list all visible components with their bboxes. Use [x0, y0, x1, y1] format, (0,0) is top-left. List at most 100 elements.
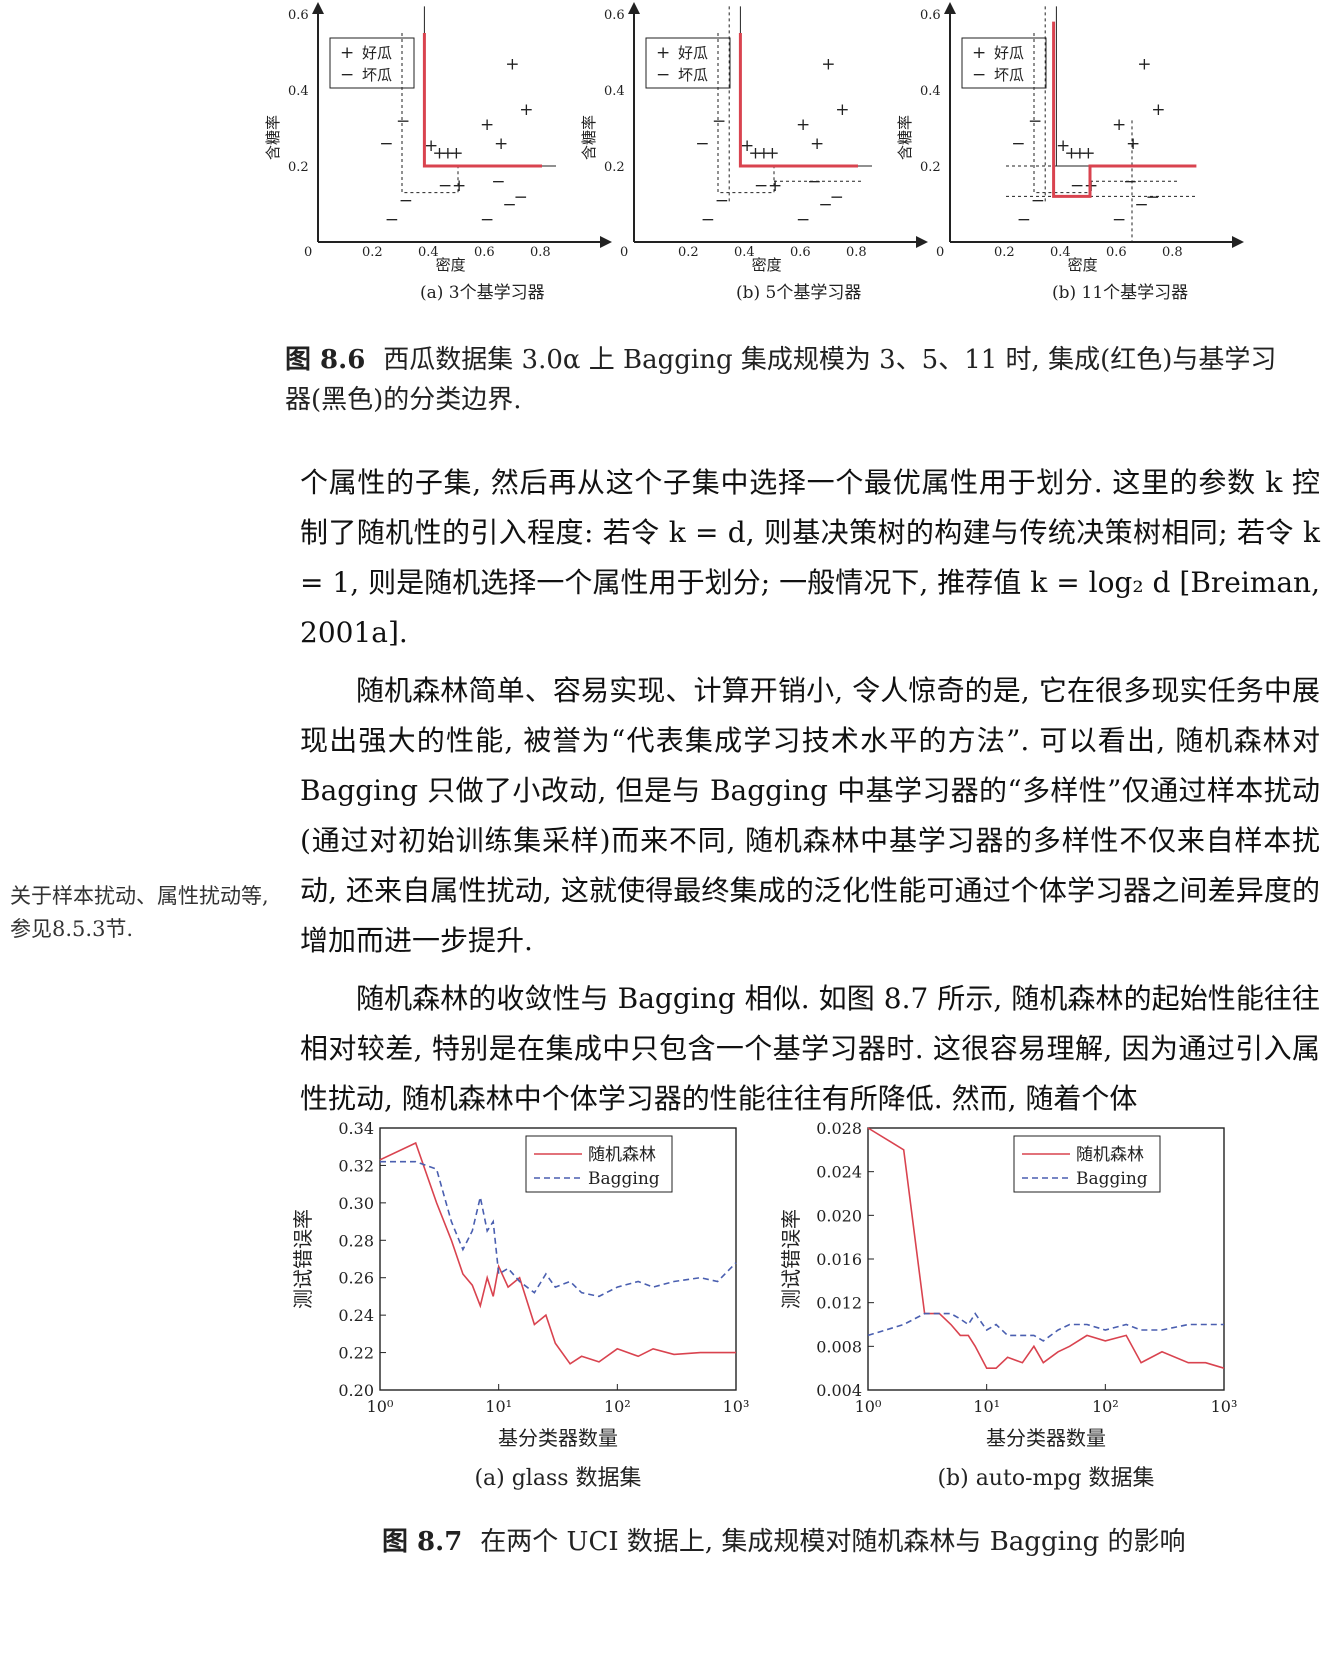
x-tick-label: 0.8	[1162, 245, 1183, 260]
x-tick-label: 0.2	[362, 245, 383, 260]
bad-melon-point: −	[379, 134, 393, 154]
good-melon-point: +	[1151, 100, 1165, 120]
good-melon-point: +	[1126, 134, 1140, 154]
legend-plus-marker: +	[340, 43, 354, 63]
x-arrow	[916, 236, 928, 248]
x-tick-label: 0.8	[530, 245, 551, 260]
legend-good: 好瓜	[362, 44, 392, 62]
paragraph-2: 随机森林简单、容易实现、计算开销小, 令人惊奇的是, 它在很多现实任务中展现出强…	[300, 674, 1320, 957]
series-bagging	[867, 1312, 1224, 1342]
x-tick-label: 0.4	[734, 245, 755, 260]
legend-minus-marker: −	[340, 65, 354, 85]
base-boundary	[1044, 6, 1180, 204]
figure-8-7: 0.20 0.22 0.24 0.26 0.28 0.30 0.32 0.34 10⁰ 10¹ 10…	[291, 1119, 1238, 1491]
y-arrow	[944, 2, 956, 14]
base-boundary	[1006, 120, 1197, 242]
y-tick-label: 0.024	[816, 1163, 862, 1182]
figure-8-6-label: 图 8.6	[285, 345, 366, 375]
fig86-panel-2: 0 0.2 0.4 0.6 0.8 0.2 0.4 0.6 密度 含糖率 (b) 11个基学习器 + 好…	[896, 2, 1244, 303]
fig86-panel-0: 0 0.2 0.4 0.6 0.8 0.2 0.4 0.6 密度 含糖率 (a) 3个基学习器 + 好瓜…	[264, 2, 612, 303]
y-tick-label: 0.30	[338, 1194, 374, 1213]
x-tick-label: 10¹	[973, 1397, 1000, 1416]
subcaption: (b) 5个基学习器	[736, 283, 861, 303]
subcaption: (b) 11个基学习器	[1052, 283, 1188, 303]
figure-8-7-caption-text: 在两个 UCI 数据上, 集成规模对随机森林与 Bagging 的影响	[480, 1527, 1186, 1557]
x-axis-label: 密度	[436, 256, 466, 274]
series-random-forest	[867, 1127, 1225, 1370]
figure-8-7-label: 图 8.7	[382, 1527, 463, 1557]
bad-melon-point: −	[701, 210, 715, 230]
bad-melon-point: −	[1123, 172, 1137, 192]
bad-melon-point: −	[1017, 210, 1031, 230]
legend-box	[961, 37, 1047, 89]
y-tick-label: 0.2	[604, 160, 625, 175]
good-melon-point: +	[765, 144, 779, 164]
y-tick-label: 0.028	[816, 1119, 862, 1138]
figure-8-6: 0 0.2 0.4 0.6 0.8 0.2 0.4 0.6 密度 含糖率 (a) 3个基学习器 + 好瓜…	[264, 2, 1244, 303]
bad-melon-point: −	[399, 191, 413, 211]
good-melon-point: +	[452, 176, 466, 196]
bad-melon-point: −	[830, 187, 844, 207]
good-melon-point: +	[1064, 144, 1078, 164]
legend-minus-marker: −	[972, 65, 986, 85]
y-tick-label: 0.2	[288, 160, 309, 175]
bad-melon-point: −	[807, 172, 821, 192]
y-tick-label: 0.004	[816, 1381, 862, 1400]
legend-label: 随机森林	[1076, 1145, 1144, 1165]
y-tick-label: 0.012	[816, 1294, 862, 1313]
x-axis-label: 密度	[752, 256, 782, 274]
good-melon-point: +	[1056, 136, 1070, 156]
fig86-panel-1: 0 0.2 0.4 0.6 0.8 0.2 0.4 0.6 密度 含糖率 (b) 5个基学习器 + 好瓜…	[580, 2, 928, 303]
y-tick-label: 0.016	[816, 1250, 862, 1269]
bad-melon-point: −	[796, 210, 810, 230]
good-melon-point: +	[519, 100, 533, 120]
good-melon-point: +	[1073, 144, 1087, 164]
y-arrow	[312, 2, 324, 14]
legend-good: 好瓜	[678, 44, 708, 62]
y-tick-label: 0.6	[288, 8, 309, 23]
series-random-forest	[379, 1141, 736, 1365]
x-tick-label: 0.2	[994, 245, 1015, 260]
good-melon-point: +	[1112, 115, 1126, 135]
bad-melon-point: −	[480, 210, 494, 230]
bad-melon-point: −	[754, 176, 768, 196]
good-melon-point: +	[441, 144, 455, 164]
bad-melon-point: −	[1031, 191, 1045, 211]
x-tick-label: 0.6	[790, 245, 811, 260]
x-tick-label: 10³	[1211, 1397, 1238, 1416]
legend-box	[1013, 1135, 1161, 1193]
bad-melon-point: −	[695, 134, 709, 154]
x-axis-label: 基分类器数量	[498, 1426, 618, 1450]
good-melon-point: +	[757, 144, 771, 164]
x-tick-label: 0	[936, 245, 944, 260]
subcaption: (b) auto-mpg 数据集	[937, 1466, 1154, 1491]
legend-label: Bagging	[1076, 1169, 1148, 1189]
x-tick-label: 10¹	[485, 1397, 512, 1416]
x-axis-label: 密度	[1068, 256, 1098, 274]
x-tick-label: 0	[304, 245, 312, 260]
x-tick-label: 0.6	[474, 245, 495, 260]
good-melon-point: +	[1137, 54, 1151, 74]
y-tick-label: 0.24	[338, 1306, 374, 1325]
legend-bad: 坏瓜	[994, 66, 1024, 84]
y-tick-label: 0.2	[920, 160, 941, 175]
base-boundary	[401, 33, 459, 194]
x-axis-label: 基分类器数量	[986, 1426, 1106, 1450]
bad-melon-point: −	[1028, 111, 1042, 131]
x-tick-label: 10⁰	[855, 1397, 882, 1416]
y-axis-label: 含糖率	[580, 115, 598, 160]
bad-melon-point: −	[1011, 134, 1025, 154]
bad-melon-point: −	[438, 176, 452, 196]
x-tick-label: 0.4	[1050, 245, 1071, 260]
base-boundary	[423, 6, 556, 167]
y-tick-label: 0.6	[920, 8, 941, 23]
y-arrow	[628, 2, 640, 14]
bad-melon-point: −	[1146, 187, 1160, 207]
legend-box	[645, 37, 731, 89]
legend-label: 随机森林	[588, 1145, 656, 1165]
x-tick-label: 10²	[1092, 1397, 1119, 1416]
paragraph-3: 随机森林的收敛性与 Bagging 相似. 如图 8.7 所示, 随机森林的起始…	[300, 982, 1320, 1115]
y-tick-label: 0.008	[816, 1337, 862, 1356]
legend-plus-marker: +	[972, 43, 986, 63]
bad-melon-point: −	[491, 172, 505, 192]
